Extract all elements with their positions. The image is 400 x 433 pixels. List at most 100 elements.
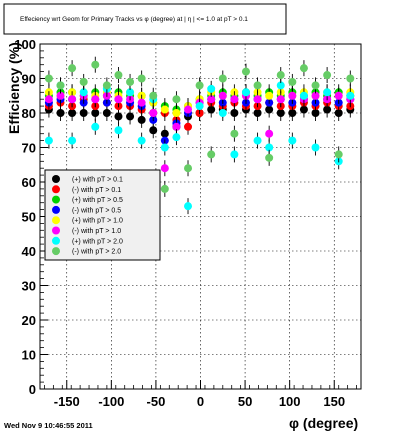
data-point [172, 95, 181, 104]
data-point [265, 143, 274, 152]
data-point [241, 67, 250, 76]
data-point [253, 136, 262, 145]
x-tick-label: -50 [147, 394, 166, 409]
x-tick-label: 150 [323, 394, 345, 409]
data-points [44, 56, 355, 215]
data-point [207, 84, 216, 93]
data-point [172, 133, 181, 142]
data-point [160, 105, 169, 114]
y-tick-label: 100 [14, 37, 36, 52]
legend-marker [52, 205, 60, 214]
y-tick-label: 20 [22, 313, 36, 328]
x-tick-label: -150 [54, 394, 80, 409]
data-point [160, 143, 169, 152]
x-tick-label: -100 [98, 394, 124, 409]
data-point [288, 136, 297, 145]
data-point [276, 81, 285, 90]
y-tick-label: 90 [22, 72, 36, 87]
data-point [126, 88, 135, 97]
data-point [114, 126, 123, 135]
data-point [218, 109, 227, 117]
series-7 [44, 56, 355, 197]
data-point [160, 184, 169, 193]
y-tick-label: 80 [22, 106, 36, 121]
y-tick-label: 30 [22, 279, 36, 294]
data-point [230, 150, 239, 159]
data-point [149, 109, 158, 117]
data-point [44, 95, 53, 104]
data-point [44, 136, 53, 145]
data-point [172, 122, 181, 131]
data-point [276, 95, 285, 104]
footer-timestamp: Wed Nov 9 10:46:55 2011 [4, 421, 93, 430]
data-point [114, 95, 123, 104]
data-point [126, 112, 135, 121]
y-tick-label: 10 [22, 348, 36, 363]
data-point [265, 91, 274, 100]
data-point [334, 91, 343, 100]
legend-entry: (-) with pT > 1.0 [72, 228, 121, 235]
data-point [241, 88, 250, 97]
data-point [323, 88, 332, 97]
series-0 [44, 101, 355, 142]
data-point [68, 95, 77, 104]
data-point [137, 136, 146, 145]
data-point [149, 91, 158, 100]
legend-marker [52, 236, 60, 245]
legend-entry: (+) with pT > 2.0 [72, 238, 123, 245]
data-point [230, 129, 239, 138]
data-point [253, 95, 262, 104]
data-point [184, 122, 193, 131]
data-point [265, 129, 274, 138]
x-axis-label: φ (degree) [289, 415, 358, 431]
data-point [184, 202, 193, 211]
data-point [323, 71, 332, 80]
data-point [79, 77, 88, 86]
data-point [195, 102, 204, 111]
data-point [218, 74, 227, 83]
data-point [79, 109, 88, 117]
y-axis-label: Efficiency (%) [6, 42, 22, 134]
data-point [91, 95, 100, 104]
data-point [288, 77, 297, 86]
legend-entry: (+) with pT > 0.1 [72, 177, 123, 184]
data-point [91, 122, 100, 131]
legend-marker [52, 226, 60, 235]
data-point [253, 81, 262, 90]
data-point [172, 109, 181, 117]
x-tick-label: 100 [279, 394, 301, 409]
data-point [56, 109, 65, 117]
y-tick-label: 60 [22, 175, 36, 190]
data-point [334, 150, 343, 159]
data-point [184, 164, 193, 173]
data-point [56, 91, 65, 100]
data-point [126, 77, 135, 86]
y-tick-label: 50 [22, 210, 36, 225]
data-point [137, 98, 146, 107]
data-point [184, 105, 193, 114]
legend: (+) with pT > 0.1 (-) with pT > 0.1 (+) wi… [44, 169, 161, 261]
data-point [218, 91, 227, 100]
data-point [311, 143, 320, 152]
data-point [230, 109, 239, 117]
legend-entry: (+) with pT > 1.0 [72, 218, 123, 225]
data-point [137, 74, 146, 83]
data-point [207, 95, 216, 104]
legend-marker [52, 195, 60, 204]
x-tick-label: 50 [238, 394, 252, 409]
data-point [276, 71, 285, 80]
data-point [102, 81, 111, 90]
data-point [299, 91, 308, 100]
legend-marker [52, 247, 60, 256]
data-point [207, 150, 216, 159]
legend-entry: (-) with pT > 0.5 [72, 207, 121, 214]
legend-marker [52, 216, 60, 225]
legend-box [44, 169, 161, 261]
data-point [149, 126, 158, 135]
x-tick-label: 0 [197, 394, 204, 409]
legend-entry: (+) with pT > 0.5 [72, 197, 123, 204]
data-point [195, 81, 204, 90]
series-6 [44, 77, 355, 215]
data-point [44, 74, 53, 83]
